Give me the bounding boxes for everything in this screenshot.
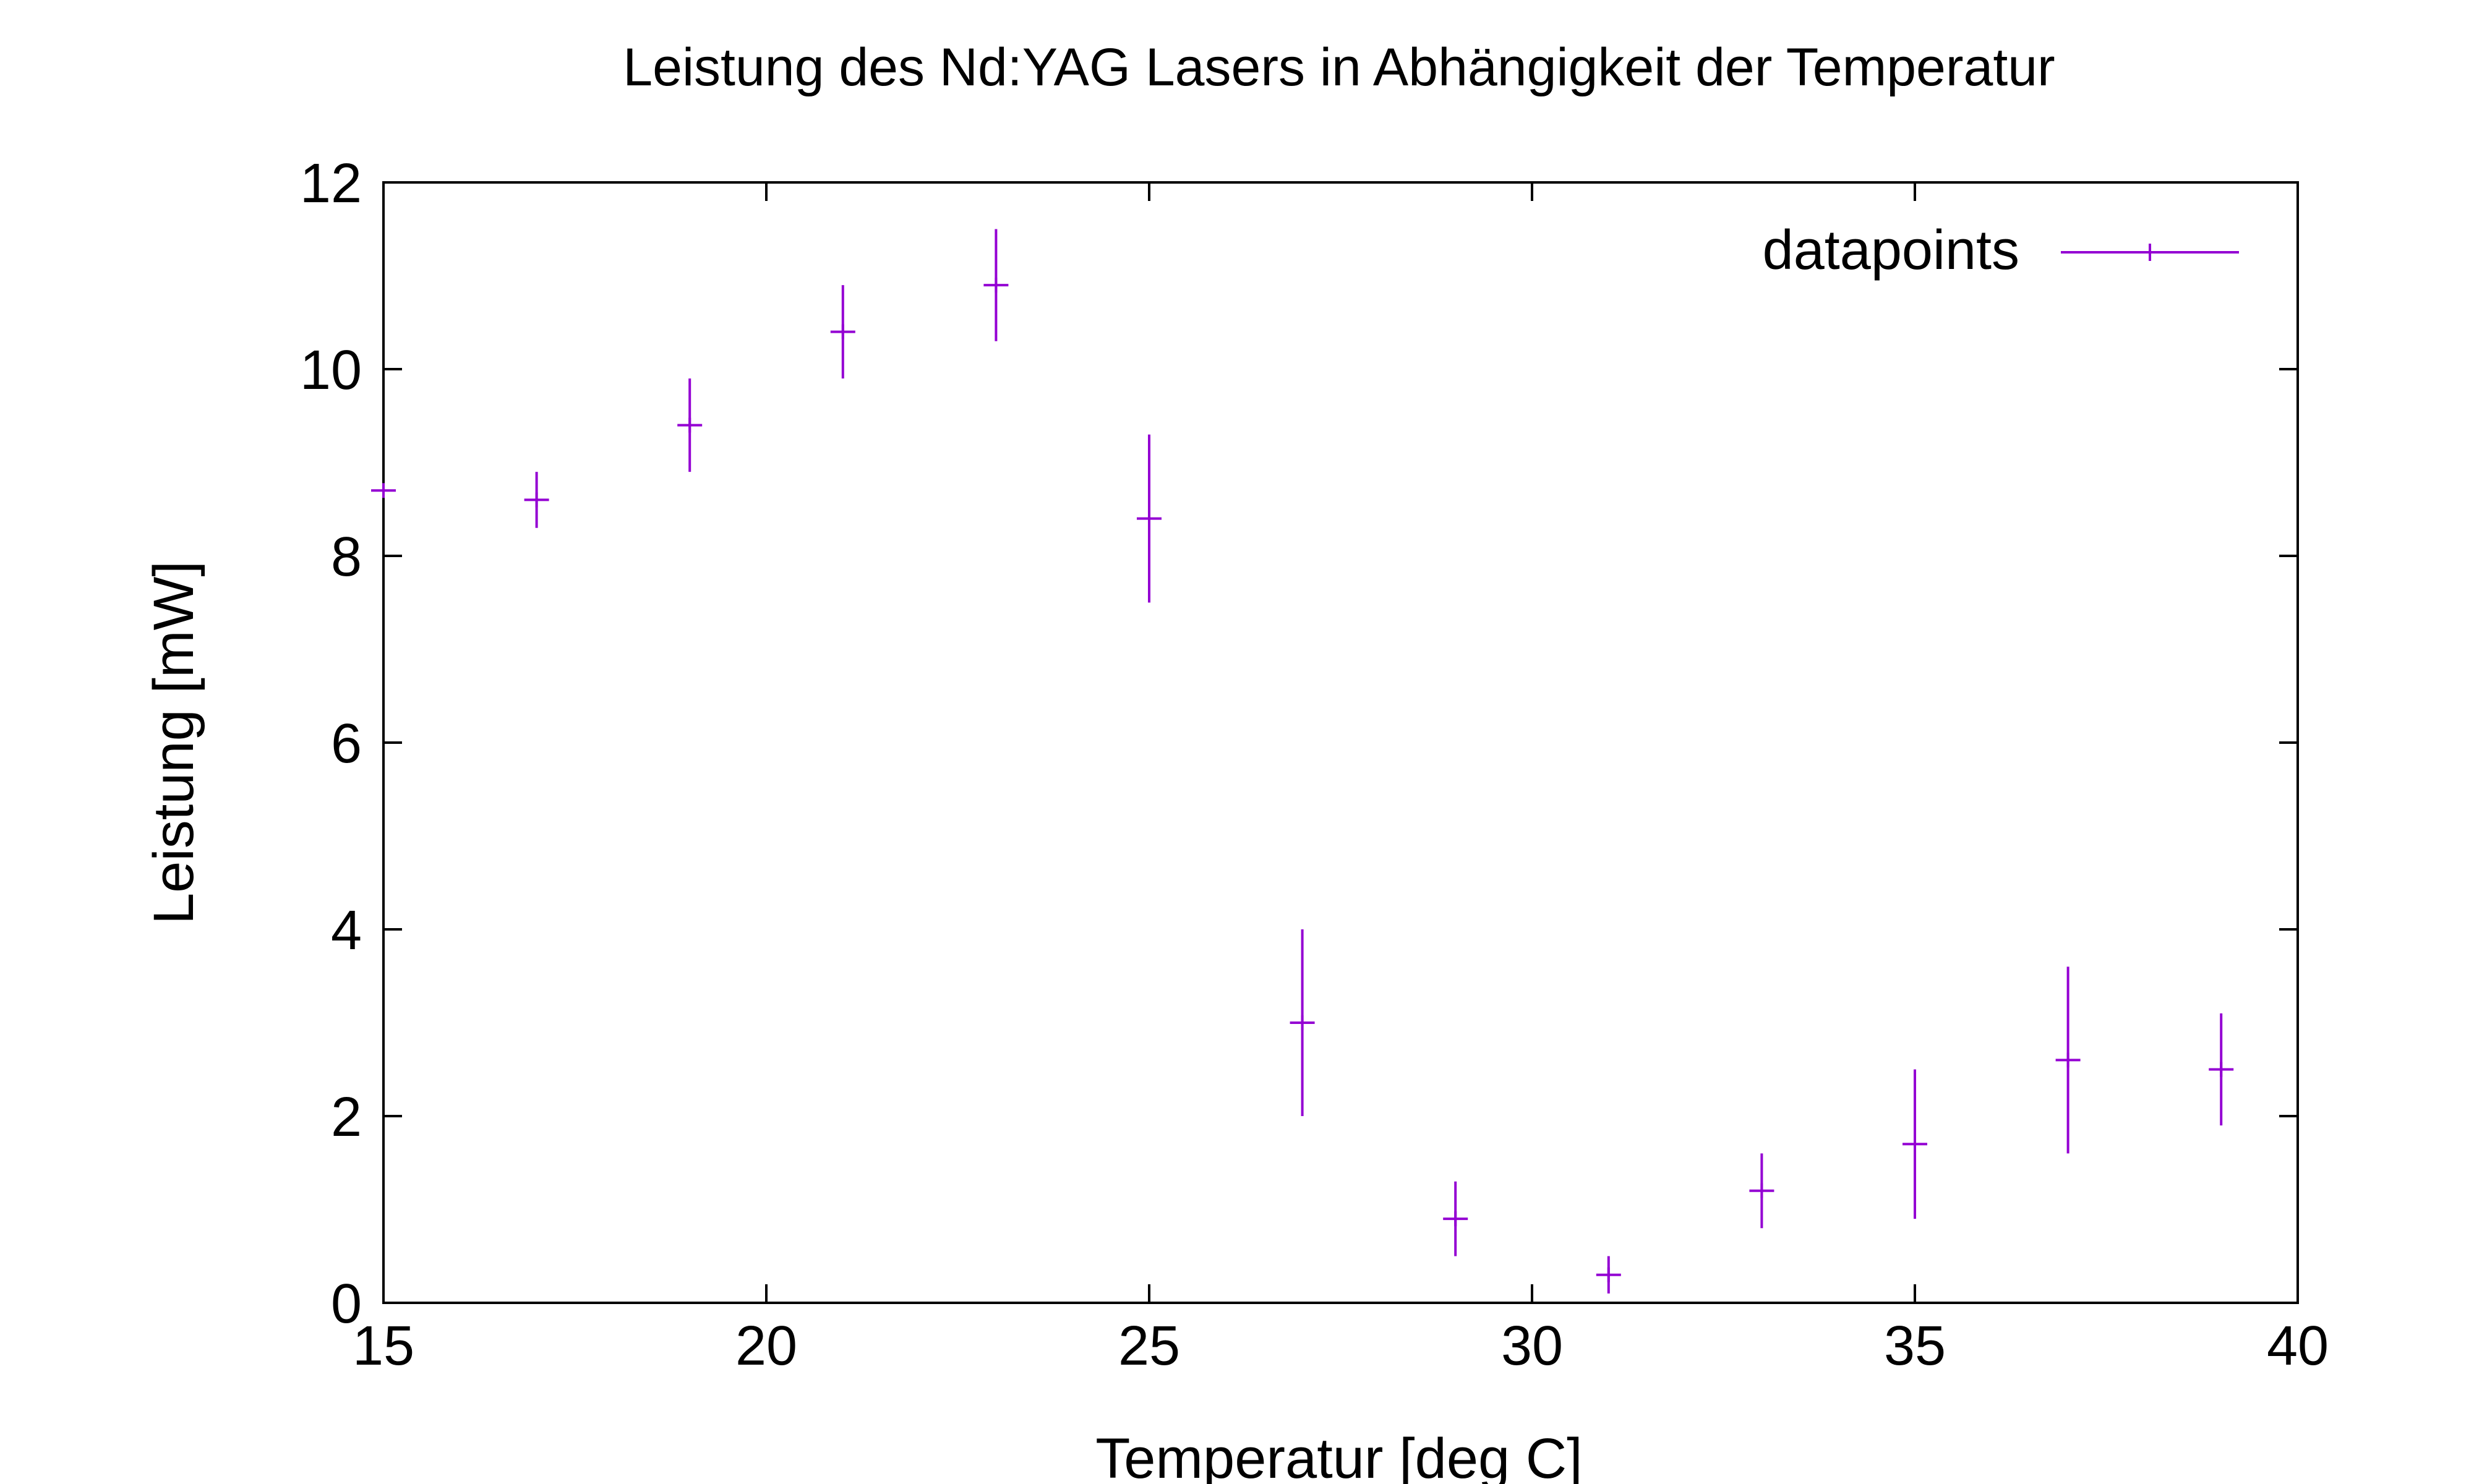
data-point (2055, 966, 2081, 1154)
plot-frame (382, 181, 2299, 1304)
x-tick-label: 30 (1501, 1315, 1563, 1377)
y-axis-tick-labels: 0 2 4 6 8 10 12 (300, 153, 362, 1335)
x-tick-label: 40 (2267, 1315, 2329, 1377)
data-point (1903, 1069, 1927, 1219)
y-axis-label: Leistung [mW] (142, 561, 205, 924)
data-point (677, 378, 703, 472)
data-point (1749, 1153, 1774, 1229)
x-tick-label: 20 (735, 1315, 797, 1377)
data-point (983, 229, 1009, 341)
y-axis-ticks (383, 181, 2298, 1304)
x-tick-label: 15 (353, 1315, 414, 1377)
legend-sample (2061, 244, 2239, 261)
data-point (1443, 1181, 1468, 1256)
data-point (1596, 1256, 1621, 1294)
chart-title: Leistung des Nd:YAG Lasers in Abhängigke… (623, 38, 2055, 97)
y-tick-label: 8 (331, 526, 362, 588)
x-axis-label: Temperatur [deg C] (1095, 1427, 1582, 1484)
legend: datapoints (1763, 220, 2239, 281)
data-point (1137, 434, 1162, 603)
data-point (371, 483, 396, 498)
x-axis-ticks (382, 182, 2299, 1303)
data-point (830, 285, 855, 379)
y-tick-label: 4 (331, 900, 362, 962)
x-tick-label: 25 (1118, 1315, 1180, 1377)
data-point (1290, 929, 1315, 1116)
data-point (2209, 1013, 2234, 1126)
y-tick-label: 12 (300, 153, 362, 215)
legend-label: datapoints (1763, 220, 2019, 281)
y-tick-label: 2 (331, 1086, 362, 1148)
y-tick-label: 0 (331, 1273, 362, 1335)
y-tick-label: 10 (300, 339, 362, 401)
y-tick-label: 6 (331, 713, 362, 775)
series-datapoints (371, 229, 2234, 1294)
x-axis-tick-labels: 15 20 25 30 35 40 (353, 1315, 2329, 1377)
x-tick-label: 35 (1884, 1315, 1946, 1377)
data-point (524, 472, 549, 528)
